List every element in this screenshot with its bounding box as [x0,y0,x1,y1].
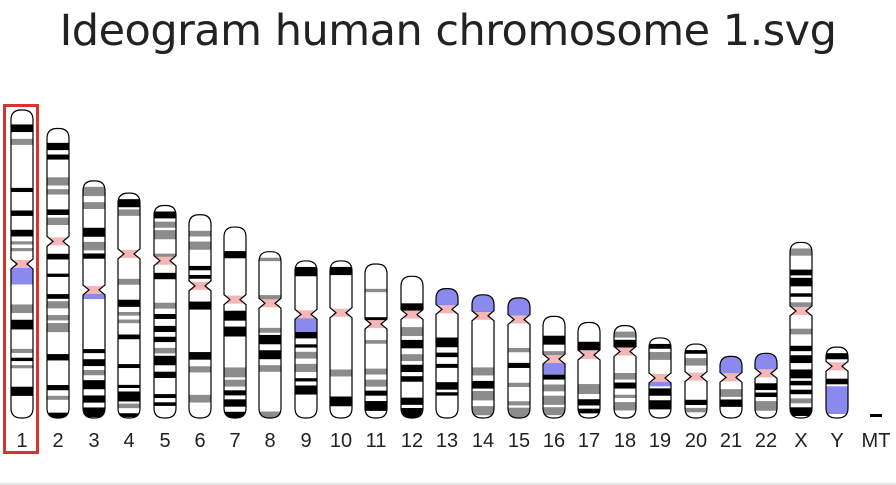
chromosome-4[interactable] [117,192,141,419]
chromosome-18[interactable] [613,325,637,419]
chromosome-label: 12 [401,430,423,452]
chromosome-label: 14 [472,430,494,452]
chromosome-12[interactable] [400,275,424,419]
chromosome-8[interactable] [258,251,282,420]
chromosome-label: 2 [52,430,63,452]
chromosome-label: 21 [720,430,742,452]
chromosome-2[interactable] [46,127,70,420]
chromosome-mt[interactable] [870,414,882,417]
chromosome-15[interactable] [507,297,531,419]
chromosome-3[interactable] [82,180,106,419]
chromosome-21[interactable] [719,355,743,419]
chromosome-13[interactable] [435,288,459,419]
chromosome-label: MT [862,430,891,452]
chromosome-label: 19 [649,430,671,452]
chromosome-label: 16 [543,430,565,452]
page-title: Ideogram human chromosome 1.svg [59,6,837,56]
chromosome-label: 17 [578,430,600,452]
chromosome-20[interactable] [684,343,708,419]
chromosome-19[interactable] [648,337,672,419]
chromosome-9[interactable] [294,260,318,419]
chromosome-y[interactable] [825,346,849,419]
chromosome-11[interactable] [364,263,388,419]
chromosome-label: 9 [300,430,311,452]
chromosome-label: 5 [159,430,170,452]
chromosome-5[interactable] [153,204,177,419]
chromosome-6[interactable] [188,214,212,419]
chromosome-label: 6 [194,430,205,452]
chromosome-label: 15 [508,430,530,452]
chromosome-label: 22 [755,430,777,452]
chromosome-label: 4 [123,430,134,452]
chromosome-label: 7 [229,430,240,452]
chromosome-label: 8 [264,430,275,452]
footer-divider [0,483,896,485]
chromosome-label: 10 [330,430,352,452]
chromosome-22[interactable] [754,352,778,419]
chromosome-16[interactable] [542,315,566,419]
chromosome-1[interactable] [10,109,34,419]
chromosome-10[interactable] [329,260,353,419]
chromosome-label: X [794,430,807,452]
chromosome-label: 13 [436,430,458,452]
chromosome-label: 18 [614,430,636,452]
chromosome-label: 11 [366,430,387,452]
chromosome-label: 1 [16,430,27,452]
chromosome-label: 20 [685,430,707,452]
chromosome-label: Y [830,430,843,452]
selected-chromosome-highlight [3,104,39,454]
chromosome-17[interactable] [577,321,601,419]
chromosome-label: 3 [88,430,99,452]
chromosome-x[interactable] [789,241,813,419]
chromosome-7[interactable] [223,226,247,421]
mitochondrial-dna-mark [870,414,882,417]
chromosome-14[interactable] [471,294,495,419]
